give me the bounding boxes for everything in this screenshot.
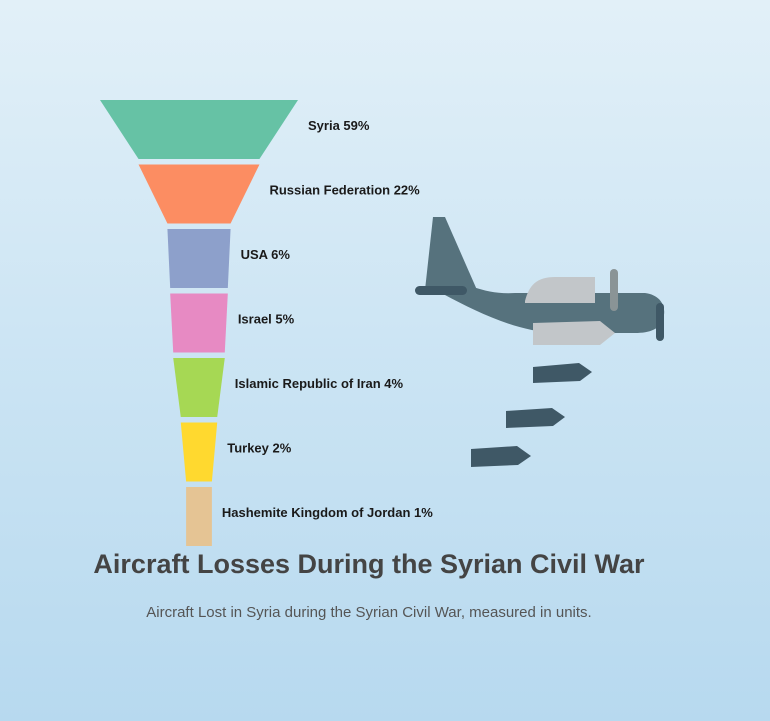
funnel-label: USA 6% [241,247,291,262]
funnel-label: Syria 59% [308,118,370,133]
funnel-segment-hashemite-kingdom-of-jordan [186,487,212,546]
funnel-label: Turkey 2% [227,441,292,456]
funnel-segment-turkey [180,422,218,482]
funnel-segment-syria [100,100,298,159]
bomber-plane-icon [415,217,665,467]
funnel-chart: Syria 59% Russian Federation 22% USA 6% Isr… [100,100,433,546]
bomb-icon [533,363,592,383]
funnel-label: Russian Federation 22% [269,183,420,198]
chart-title: Aircraft Losses During the Syrian Civil … [93,549,645,579]
funnel-label: Israel 5% [238,312,295,327]
funnel-segment-usa [167,229,231,288]
funnel-label: Islamic Republic of Iran 4% [235,376,404,391]
funnel-segment-islamic-republic-of-iran [173,358,225,417]
bomb-icon [506,408,565,428]
funnel-segment-russian-federation [138,164,260,224]
funnel-segment-israel [170,293,228,353]
chart-subtitle: Aircraft Lost in Syria during the Syrian… [146,604,592,621]
bomb-icon [471,446,531,467]
funnel-label: Hashemite Kingdom of Jordan 1% [222,505,433,520]
